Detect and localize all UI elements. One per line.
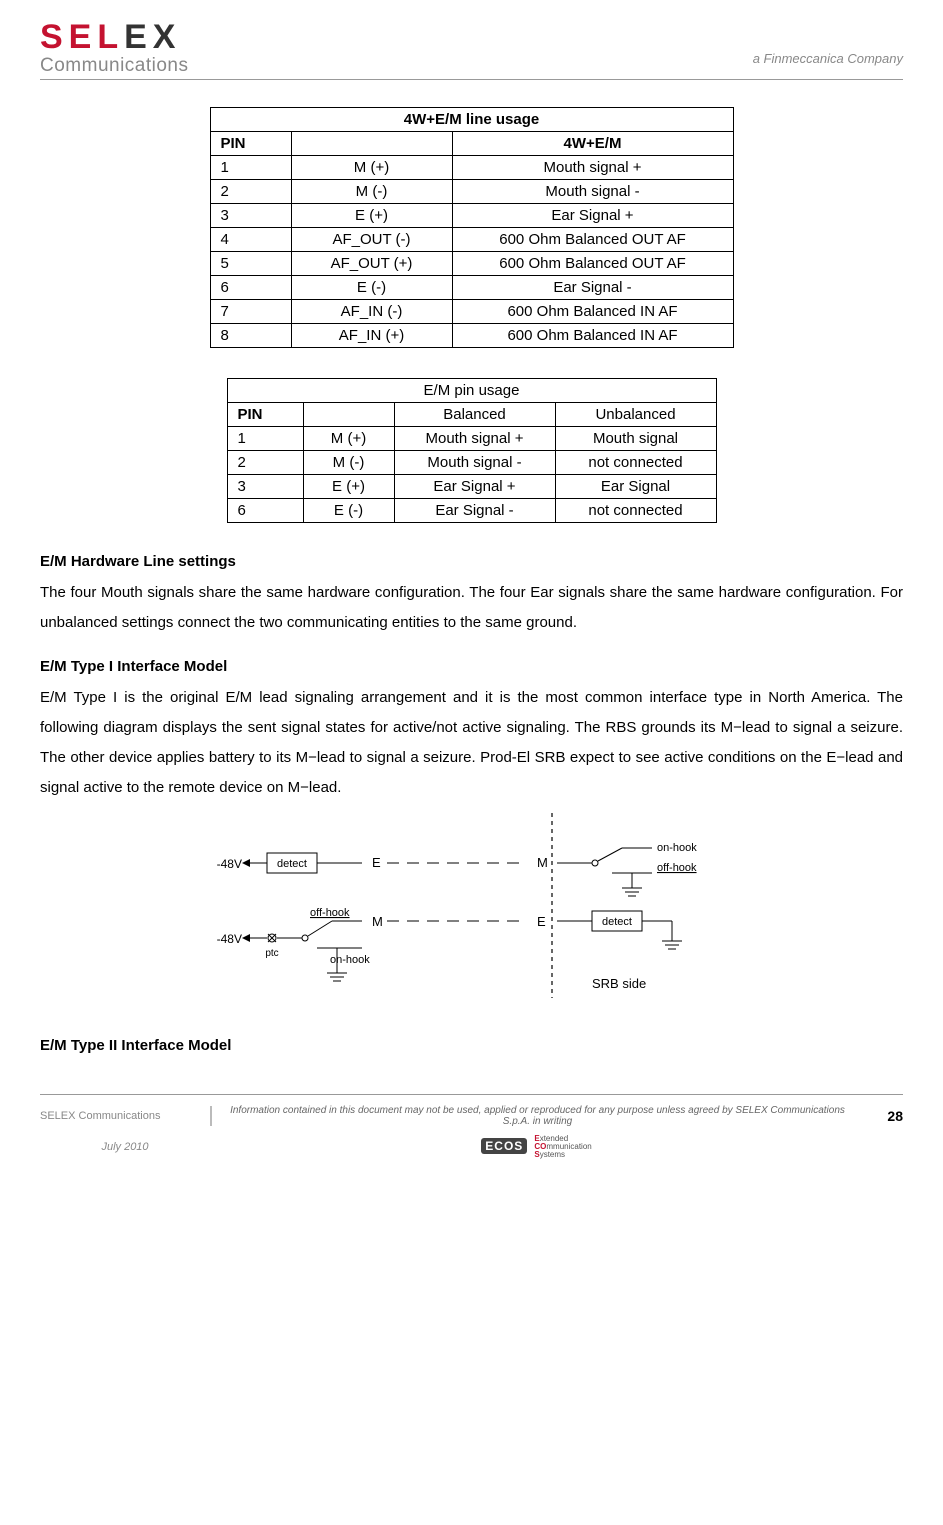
cell-unbalanced: Ear Signal <box>555 475 716 499</box>
table1-col-blank <box>291 132 452 156</box>
table-row: 4 AF_OUT (-) 600 Ohm Balanced OUT AF <box>210 228 733 252</box>
table1-col-pin: PIN <box>210 132 291 156</box>
diag-48v-2: -48V <box>216 932 241 946</box>
cell-desc: 600 Ohm Balanced IN AF <box>452 300 733 324</box>
diag-detect-1: detect <box>277 858 307 870</box>
cell-signal: AF_IN (+) <box>291 324 452 348</box>
cell-pin: 7 <box>210 300 291 324</box>
cell-signal: AF_OUT (-) <box>291 228 452 252</box>
table2-col-pin: PIN <box>227 403 303 427</box>
cell-desc: Mouth signal - <box>452 180 733 204</box>
diag-srb-label: SRB side <box>592 976 646 991</box>
table2-col-balanced: Balanced <box>394 403 555 427</box>
diag-ptc: ptc <box>265 948 278 959</box>
diag-E-1: E <box>372 855 381 870</box>
diag-E-2: E <box>537 914 546 929</box>
section2-title: E/M Type I Interface Model <box>40 658 903 675</box>
cell-signal: E (+) <box>291 204 452 228</box>
diag-detect-2: detect <box>602 916 632 928</box>
table-row: 1 M (+) Mouth signal + Mouth signal <box>227 427 716 451</box>
cell-pin: 1 <box>210 156 291 180</box>
page-footer: SELEX Communications Information contain… <box>40 1094 903 1159</box>
table-row: 8 AF_IN (+) 600 Ohm Balanced IN AF <box>210 324 733 348</box>
footer-page-number: 28 <box>863 1108 903 1124</box>
logo-text-2: EX <box>124 18 181 56</box>
cell-balanced: Ear Signal + <box>394 475 555 499</box>
cell-pin: 2 <box>210 180 291 204</box>
cell-desc: 600 Ohm Balanced IN AF <box>452 324 733 348</box>
cell-balanced: Mouth signal + <box>394 427 555 451</box>
cell-signal: E (+) <box>303 475 394 499</box>
footer-logos: ECOS Extended COmmunication Systems <box>210 1135 863 1159</box>
section1-body: The four Mouth signals share the same ha… <box>40 578 903 638</box>
cell-desc: Mouth signal + <box>452 156 733 180</box>
cell-pin: 3 <box>227 475 303 499</box>
cell-pin: 4 <box>210 228 291 252</box>
cell-pin: 6 <box>227 499 303 523</box>
company-tagline: a Finmeccanica Company <box>753 51 903 66</box>
cell-pin: 6 <box>210 276 291 300</box>
table1-title: 4W+E/M line usage <box>210 108 733 132</box>
diag-48v-1: -48V <box>216 857 241 871</box>
em-type1-diagram: -48V detect E M on-hook off-hook -48V <box>40 813 903 1017</box>
cell-desc: Ear Signal - <box>452 276 733 300</box>
cell-signal: M (+) <box>291 156 452 180</box>
table2-title: E/M pin usage <box>227 379 716 403</box>
footer-disclaimer: Information contained in this document m… <box>212 1101 863 1131</box>
cell-pin: 3 <box>210 204 291 228</box>
ecos-logo: ECOS <box>481 1138 527 1154</box>
table2-col-blank <box>303 403 394 427</box>
table-row: 1 M (+) Mouth signal + <box>210 156 733 180</box>
table-row: 7 AF_IN (-) 600 Ohm Balanced IN AF <box>210 300 733 324</box>
cell-signal: M (+) <box>303 427 394 451</box>
cell-signal: E (-) <box>303 499 394 523</box>
cell-desc: 600 Ohm Balanced OUT AF <box>452 228 733 252</box>
ecos-l3: ystems <box>540 1150 565 1159</box>
table-row: 3 E (+) Ear Signal + Ear Signal <box>227 475 716 499</box>
table-row: 5 AF_OUT (+) 600 Ohm Balanced OUT AF <box>210 252 733 276</box>
cell-desc: Ear Signal + <box>452 204 733 228</box>
logo-subtitle: Communications <box>40 56 189 75</box>
cell-signal: M (-) <box>303 451 394 475</box>
diag-offhook-r: off-hook <box>657 862 697 874</box>
diag-M-1: M <box>537 855 548 870</box>
table-row: 6 E (-) Ear Signal - not connected <box>227 499 716 523</box>
section3-title: E/M Type II Interface Model <box>40 1037 903 1054</box>
footer-date: July 2010 <box>40 1141 210 1153</box>
table-row: 3 E (+) Ear Signal + <box>210 204 733 228</box>
cell-signal: M (-) <box>291 180 452 204</box>
cell-unbalanced: Mouth signal <box>555 427 716 451</box>
table-row: 2 M (-) Mouth signal - <box>210 180 733 204</box>
cell-unbalanced: not connected <box>555 499 716 523</box>
diag-onhook-l: on-hook <box>330 954 370 966</box>
cell-pin: 5 <box>210 252 291 276</box>
table-em-pin-usage: E/M pin usage PIN Balanced Unbalanced 1 … <box>227 378 717 523</box>
logo-text-1: SEL <box>40 18 124 56</box>
cell-pin: 1 <box>227 427 303 451</box>
table2-col-unbalanced: Unbalanced <box>555 403 716 427</box>
section1-title: E/M Hardware Line settings <box>40 553 903 570</box>
diag-onhook-r: on-hook <box>657 842 697 854</box>
cell-unbalanced: not connected <box>555 451 716 475</box>
table-row: 2 M (-) Mouth signal - not connected <box>227 451 716 475</box>
table-row: 6 E (-) Ear Signal - <box>210 276 733 300</box>
header-divider <box>40 79 903 80</box>
section2-body: E/M Type I is the original E/M lead sign… <box>40 683 903 803</box>
cell-balanced: Ear Signal - <box>394 499 555 523</box>
cell-signal: E (-) <box>291 276 452 300</box>
cell-signal: AF_IN (-) <box>291 300 452 324</box>
cell-desc: 600 Ohm Balanced OUT AF <box>452 252 733 276</box>
diag-offhook-l: off-hook <box>310 907 350 919</box>
footer-company: SELEX Communications <box>40 1106 212 1126</box>
table1-col-desc: 4W+E/M <box>452 132 733 156</box>
cell-signal: AF_OUT (+) <box>291 252 452 276</box>
diag-M-2: M <box>372 914 383 929</box>
cell-pin: 8 <box>210 324 291 348</box>
logo: SELEX Communications <box>40 20 189 75</box>
cell-pin: 2 <box>227 451 303 475</box>
table-4w-em-line-usage: 4W+E/M line usage PIN 4W+E/M 1 M (+) Mou… <box>210 107 734 348</box>
cell-balanced: Mouth signal - <box>394 451 555 475</box>
